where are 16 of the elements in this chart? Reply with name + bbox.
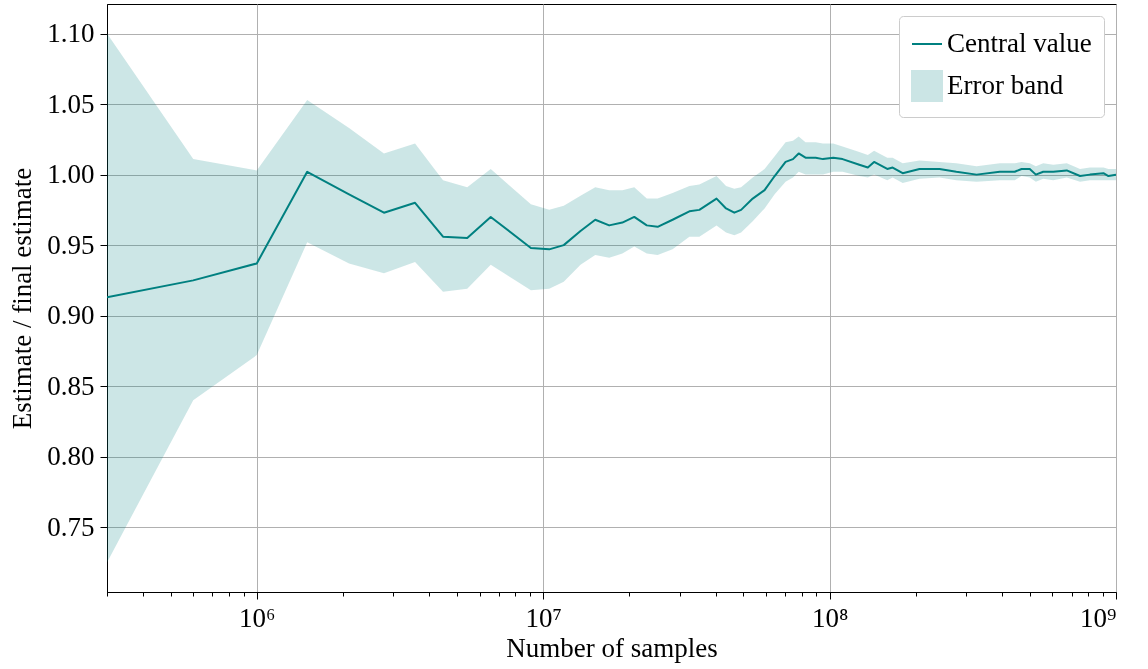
annotation: Error band: [947, 70, 1064, 100]
x-tick-label: 10⁸: [811, 602, 849, 633]
y-tick-label: 1.05: [47, 88, 95, 119]
x-tick-label: 10⁷: [525, 602, 562, 633]
y-tick-label: 0.90: [47, 300, 95, 331]
y-tick-label: 1.10: [47, 18, 95, 49]
y-tick-label: 0.85: [47, 370, 95, 401]
x-axis-title: Number of samples: [506, 632, 718, 663]
y-axis-title: Estimate / final estimate: [7, 167, 38, 430]
y-tick-label: 0.95: [47, 229, 95, 260]
y-tick-label: 0.75: [47, 511, 95, 542]
y-tick-label: 0.80: [47, 441, 95, 472]
x-tick-label: 10⁶: [239, 602, 276, 633]
y-tick-label: 1.00: [47, 159, 95, 190]
x-tick-label: 10⁹: [1080, 602, 1117, 633]
legend-label: Central value: [947, 28, 1092, 58]
